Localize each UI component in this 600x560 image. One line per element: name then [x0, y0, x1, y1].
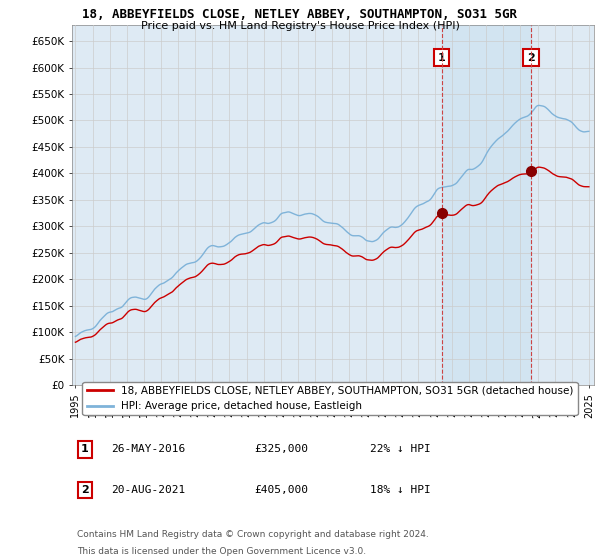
Legend: 18, ABBEYFIELDS CLOSE, NETLEY ABBEY, SOUTHAMPTON, SO31 5GR (detached house), HPI: 18, ABBEYFIELDS CLOSE, NETLEY ABBEY, SOU… — [82, 382, 578, 416]
Text: 18, ABBEYFIELDS CLOSE, NETLEY ABBEY, SOUTHAMPTON, SO31 5GR: 18, ABBEYFIELDS CLOSE, NETLEY ABBEY, SOU… — [83, 8, 517, 21]
Text: 1: 1 — [81, 445, 89, 454]
Text: 2: 2 — [527, 53, 535, 63]
Text: £325,000: £325,000 — [254, 445, 309, 454]
Text: 2: 2 — [81, 485, 89, 495]
Text: This data is licensed under the Open Government Licence v3.0.: This data is licensed under the Open Gov… — [77, 547, 367, 556]
Text: £405,000: £405,000 — [254, 485, 309, 495]
Text: 22% ↓ HPI: 22% ↓ HPI — [370, 445, 430, 454]
Text: 26-MAY-2016: 26-MAY-2016 — [111, 445, 185, 454]
Text: 20-AUG-2021: 20-AUG-2021 — [111, 485, 185, 495]
Bar — [442, 25, 531, 385]
Text: 18% ↓ HPI: 18% ↓ HPI — [370, 485, 430, 495]
Text: Contains HM Land Registry data © Crown copyright and database right 2024.: Contains HM Land Registry data © Crown c… — [77, 530, 429, 539]
Text: Price paid vs. HM Land Registry's House Price Index (HPI): Price paid vs. HM Land Registry's House … — [140, 21, 460, 31]
Text: 1: 1 — [438, 53, 446, 63]
